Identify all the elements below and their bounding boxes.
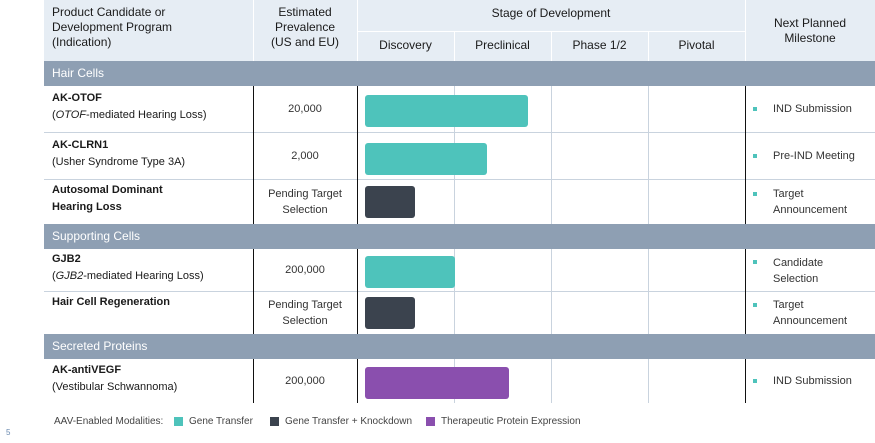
next-milestone: Target Announcement bbox=[773, 188, 847, 216]
header-divider bbox=[648, 31, 649, 61]
program-name: AK-OTOF (OTOF-mediated Hearing Loss) bbox=[52, 92, 207, 121]
legend-swatch-protein-expression bbox=[426, 417, 435, 426]
progress-bar-gene-transfer bbox=[365, 256, 455, 288]
column-divider-milestone-left bbox=[745, 249, 746, 334]
row-divider bbox=[44, 132, 875, 133]
milestone-bullet bbox=[753, 154, 757, 158]
header-divider bbox=[745, 0, 746, 61]
next-milestone: Pre-IND Meeting bbox=[773, 150, 855, 162]
milestone-bullet bbox=[753, 192, 757, 196]
next-milestone: IND Submission bbox=[773, 103, 852, 115]
milestone-column-header: Next Planned Milestone bbox=[773, 16, 847, 45]
column-divider-milestone-left bbox=[745, 359, 746, 403]
prevalence-value: Pending Target Selection bbox=[268, 188, 342, 216]
milestone-bullet bbox=[753, 379, 757, 383]
legend-label: AAV-Enabled Modalities: bbox=[54, 416, 164, 427]
program-name: AK-CLRN1 (Usher Syndrome Type 3A) bbox=[52, 139, 186, 168]
program-name: AK-antiVEGF (Vestibular Schwannoma) bbox=[52, 364, 178, 393]
progress-bar-gene-transfer bbox=[365, 143, 487, 175]
legend-swatch-gene-transfer-knockdown bbox=[270, 417, 279, 426]
prevalence-value: 2,000 bbox=[291, 150, 319, 162]
progress-bar-gene-transfer bbox=[365, 95, 528, 127]
row-divider bbox=[44, 179, 875, 180]
column-divider-prevalence-left bbox=[253, 249, 254, 334]
stage-of-development-header: Stage of Development bbox=[491, 6, 611, 20]
next-milestone: Candidate Selection bbox=[773, 257, 824, 285]
program-name: GJB2 (GJB2-mediated Hearing Loss) bbox=[52, 253, 204, 282]
column-divider-prevalence-left bbox=[253, 359, 254, 403]
column-divider-stage-left bbox=[357, 86, 358, 224]
section-secreted-proteins: Secreted Proteins bbox=[44, 334, 875, 359]
section-hair-cells: Hair Cells bbox=[44, 61, 875, 86]
program-name: Autosomal Dominant Hearing Loss bbox=[52, 184, 163, 213]
legend-item-protein-expression: Therapeutic Protein Expression bbox=[441, 416, 581, 427]
stage-preclinical-header: Preclinical bbox=[475, 38, 530, 52]
milestone-bullet bbox=[753, 260, 757, 264]
header-divider bbox=[357, 0, 358, 61]
row-divider bbox=[44, 291, 875, 292]
column-divider-prevalence-left bbox=[253, 86, 254, 224]
progress-bar-protein-expression bbox=[365, 367, 509, 399]
column-divider-stage-left bbox=[357, 249, 358, 334]
prevalence-value: 200,000 bbox=[285, 264, 325, 276]
header-divider bbox=[253, 0, 254, 61]
table-header bbox=[44, 0, 875, 61]
program-name: Hair Cell Regeneration bbox=[52, 296, 170, 308]
prevalence-value: 20,000 bbox=[288, 103, 322, 115]
prevalence-column-header: Estimated Prevalence (US and EU) bbox=[270, 5, 340, 49]
legend-swatch-gene-transfer bbox=[174, 417, 183, 426]
section-supporting-cells: Supporting Cells bbox=[44, 224, 875, 249]
milestone-bullet bbox=[753, 107, 757, 111]
prevalence-value: 200,000 bbox=[285, 375, 325, 387]
stage-pivotal-header: Pivotal bbox=[678, 38, 715, 52]
progress-bar-gene-transfer-knockdown bbox=[365, 297, 415, 329]
pipeline-row: Autosomal Dominant Hearing Loss Pending … bbox=[44, 180, 875, 224]
stage-discovery-header: Discovery bbox=[379, 38, 432, 52]
page-number: 5 bbox=[6, 428, 11, 437]
next-milestone: Target Announcement bbox=[773, 299, 847, 327]
progress-bar-gene-transfer-knockdown bbox=[365, 186, 415, 218]
legend-item-gene-transfer: Gene Transfer bbox=[189, 416, 253, 427]
pipeline-row: Hair Cell Regeneration Pending Target Se… bbox=[44, 292, 875, 334]
header-divider bbox=[454, 31, 455, 61]
pipeline-row: AK-CLRN1 (Usher Syndrome Type 3A) 2,000 … bbox=[44, 133, 875, 179]
pipeline-row: GJB2 (GJB2-mediated Hearing Loss) 200,00… bbox=[44, 249, 875, 291]
column-divider-milestone-left bbox=[745, 86, 746, 224]
column-divider-stage-left bbox=[357, 359, 358, 403]
pipeline-row: AK-OTOF (OTOF-mediated Hearing Loss) 20,… bbox=[44, 86, 875, 132]
next-milestone: IND Submission bbox=[773, 375, 852, 387]
prevalence-value: Pending Target Selection bbox=[268, 299, 342, 327]
milestone-bullet bbox=[753, 303, 757, 307]
product-column-header: Product Candidate or Development Program… bbox=[52, 5, 173, 49]
header-divider bbox=[551, 31, 552, 61]
pipeline-row: AK-antiVEGF (Vestibular Schwannoma) 200,… bbox=[44, 359, 875, 403]
legend-item-gene-transfer-knockdown: Gene Transfer + Knockdown bbox=[285, 416, 413, 427]
stage-phase12-header: Phase 1/2 bbox=[572, 38, 627, 52]
